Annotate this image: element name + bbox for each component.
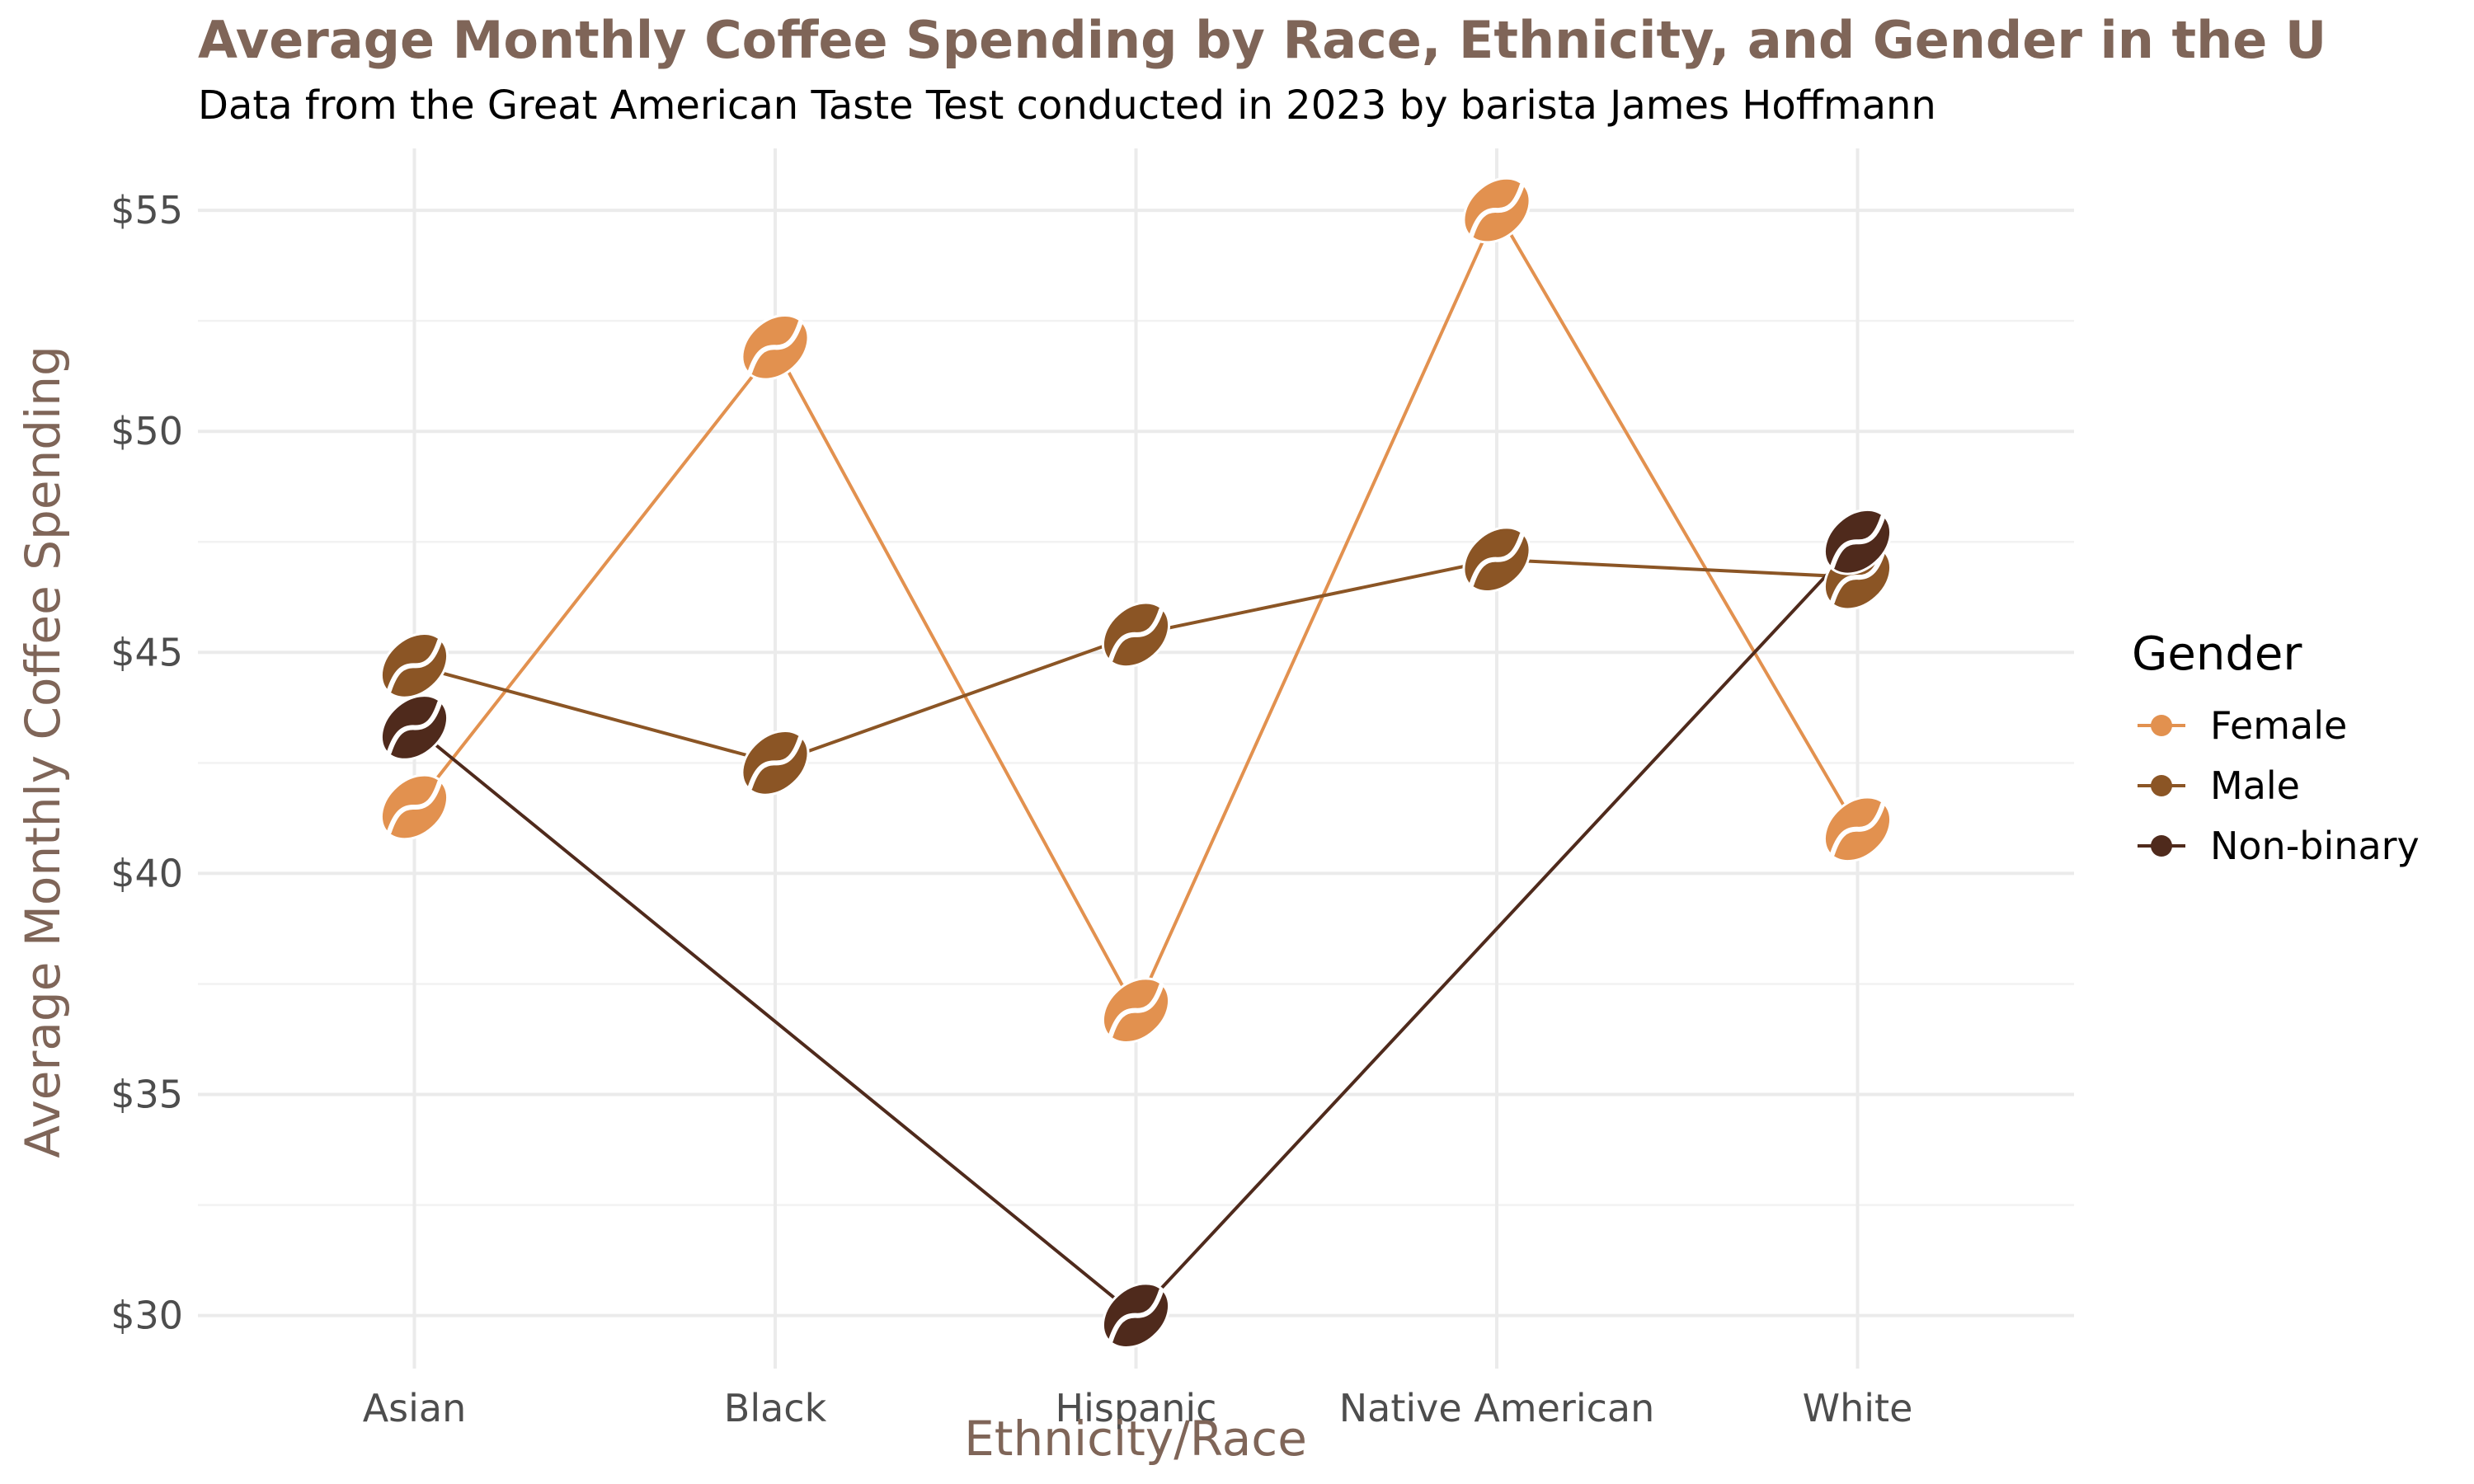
- data-point-female-hispanic: [1101, 977, 1171, 1044]
- data-point-male-hispanic: [1101, 601, 1171, 669]
- legend-item-male: Male: [2138, 763, 2300, 808]
- data-point-male-native-american: [1462, 526, 1531, 594]
- y-tick-label: $40: [111, 851, 183, 895]
- data-point-male-black: [741, 730, 810, 796]
- x-tick-label: Native American: [1339, 1386, 1654, 1430]
- chart-title: Average Monthly Coffee Spending by Race,…: [198, 10, 2326, 70]
- legend-item-non-binary: Non-binary: [2138, 824, 2420, 868]
- x-tick-label: Black: [724, 1386, 827, 1430]
- legend-swatch: [2151, 775, 2172, 796]
- x-tick-label: Hispanic: [1056, 1386, 1217, 1430]
- data-point-female-white: [1823, 796, 1893, 863]
- data-point-male-asian: [379, 632, 449, 699]
- legend-title: Gender: [2132, 627, 2302, 681]
- series-group: [379, 176, 1893, 1349]
- legend-label: Male: [2210, 763, 2300, 808]
- legend-item-female: Female: [2138, 703, 2347, 748]
- x-axis-title: Ethnicity/Race: [964, 1411, 1307, 1467]
- data-point-non-binary-white: [1823, 508, 1893, 575]
- legend-swatch: [2151, 715, 2172, 736]
- data-point-female-native-american: [1462, 176, 1531, 244]
- x-tick-label: Asian: [363, 1386, 467, 1430]
- data-point-female-black: [741, 313, 810, 381]
- legend-label: Female: [2210, 703, 2347, 748]
- data-point-non-binary-asian: [379, 694, 449, 761]
- x-tick-label: White: [1803, 1386, 1913, 1430]
- y-tick-label: $30: [111, 1294, 183, 1338]
- legend-swatch: [2151, 835, 2172, 857]
- y-tick-label: $55: [111, 188, 183, 232]
- data-point-non-binary-hispanic: [1101, 1282, 1171, 1349]
- legend: Gender Female Male Non-binary: [2132, 627, 2420, 868]
- legend-label: Non-binary: [2210, 824, 2420, 868]
- data-point-female-asian: [379, 773, 449, 841]
- x-axis-ticks: Asian Black Hispanic Native American White: [363, 1386, 1913, 1430]
- y-axis-ticks: $30 $35 $40 $45 $50 $55: [111, 188, 183, 1338]
- chart-subtitle: Data from the Great American Taste Test …: [198, 82, 1936, 129]
- y-tick-label: $35: [111, 1073, 183, 1117]
- grid: [198, 148, 2074, 1369]
- y-tick-label: $50: [111, 409, 183, 453]
- y-tick-label: $45: [111, 630, 183, 674]
- y-axis-title: Average Monthly Coffee Spending: [15, 345, 71, 1158]
